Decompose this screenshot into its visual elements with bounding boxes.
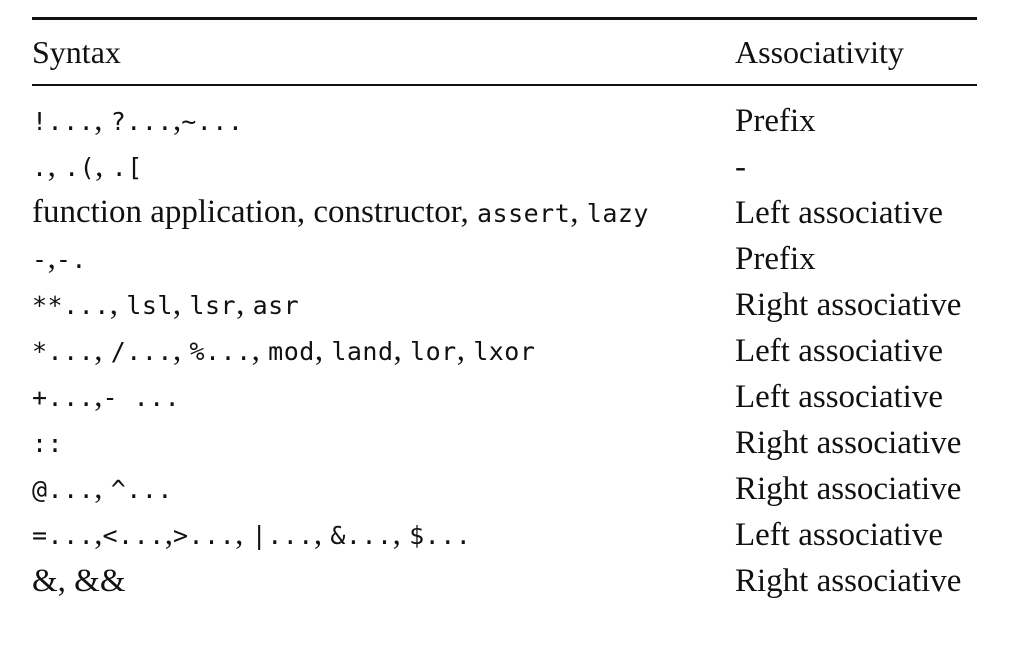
syntax-text: ,	[94, 470, 111, 506]
operator-token: lsr	[189, 291, 237, 320]
table-row: :: Right associative	[32, 420, 977, 466]
operator-token: /...	[110, 337, 173, 366]
associativity-cell: Right associative	[735, 563, 962, 599]
table-row: +...,- ... Left associative	[32, 374, 977, 420]
header-associativity: Associativity	[735, 34, 904, 70]
operator-token: =...	[32, 521, 95, 550]
syntax-text: ,	[94, 378, 103, 414]
syntax-cell: @..., ^...	[32, 465, 735, 513]
associativity-cell: Prefix	[735, 103, 816, 139]
operator-token: asr	[252, 291, 300, 320]
operator-token: .(	[64, 153, 96, 182]
operator-token: -.	[55, 245, 87, 274]
syntax-text: ,	[236, 286, 253, 322]
syntax-text: ,	[251, 332, 269, 368]
operator-token: ^...	[110, 475, 173, 504]
syntax-text: ,	[172, 286, 190, 322]
operator-token: lsl	[126, 291, 173, 320]
operator-token: assert	[476, 199, 571, 228]
syntax-text: ,	[235, 516, 252, 552]
syntax-cell: **..., lsl, lsr, asr	[32, 281, 735, 329]
syntax-text: ,	[164, 516, 173, 552]
syntax-cell: function application, constructor, asser…	[32, 189, 735, 237]
table-row: =...,<...,>..., |..., &..., $... Left ass…	[32, 512, 977, 558]
syntax-text: ,	[109, 286, 127, 322]
syntax-cell: -,-.	[32, 235, 735, 283]
syntax-text: ,	[94, 332, 111, 368]
syntax-text: &, &&	[32, 563, 126, 599]
syntax-text: ,	[392, 516, 410, 552]
header-syntax: Syntax	[32, 34, 121, 70]
operator-token: lazy	[586, 199, 649, 228]
table-header-rule	[32, 84, 977, 86]
syntax-text: ,	[172, 332, 190, 368]
associativity-cell: Right associative	[735, 471, 962, 507]
operator-token: !...	[32, 107, 95, 136]
syntax-cell: *..., /..., %..., mod, land, lor, lxor	[32, 327, 735, 375]
operator-token: ~...	[181, 107, 244, 136]
operator-token: <...	[102, 521, 165, 550]
table-row: -,-. Prefix	[32, 236, 977, 282]
associativity-cell: Right associative	[735, 287, 962, 323]
syntax-cell: ::	[32, 419, 735, 467]
table-row: function application, constructor, asser…	[32, 190, 977, 236]
associativity-cell: Prefix	[735, 241, 816, 277]
syntax-text: ,	[95, 148, 112, 184]
operator-token: .[	[111, 153, 143, 182]
operator-token: |...	[251, 521, 314, 550]
operator-token: $...	[409, 521, 472, 550]
associativity-cell: Left associative	[735, 195, 943, 231]
syntax-cell: &, &&	[32, 558, 735, 604]
syntax-text: ,	[172, 102, 182, 138]
operator-token: ::	[32, 429, 64, 458]
operator-token: lxor	[473, 337, 536, 366]
operator-token: %...	[189, 337, 252, 366]
syntax-cell: =...,<...,>..., |..., &..., $...	[32, 511, 735, 559]
table-header-row: Syntax Associativity	[32, 20, 977, 84]
table-row: *..., /..., %..., mod, land, lor, lxor Le…	[32, 328, 977, 374]
operator-token: **...	[32, 291, 110, 320]
associativity-cell: Right associative	[735, 425, 962, 461]
associativity-cell: Left associative	[735, 333, 943, 369]
precedence-table: Syntax Associativity !..., ?...,~... Pref…	[32, 17, 977, 604]
table-top-rule	[32, 17, 977, 20]
syntax-text: ,	[313, 516, 331, 552]
syntax-text: ,	[570, 194, 587, 230]
syntax-cell: ., .(, .[	[32, 143, 735, 191]
operator-token: -	[32, 245, 48, 274]
operator-token: ?...	[110, 107, 173, 136]
table-row: &, && Right associative	[32, 558, 977, 604]
syntax-text: ,	[47, 148, 65, 184]
table-body: !..., ?...,~... Prefix., .(, .[- function …	[32, 98, 977, 604]
operator-token: @...	[32, 475, 95, 504]
associativity-cell: Left associative	[735, 379, 943, 415]
syntax-text: function application, constructor,	[32, 194, 477, 230]
operator-token: >...	[172, 521, 236, 550]
operator-token: land	[331, 337, 394, 366]
operator-token: - ...	[102, 383, 181, 412]
operator-token: *...	[32, 337, 95, 366]
syntax-text: ,	[94, 102, 111, 138]
syntax-text: ,	[94, 516, 103, 552]
syntax-text: ,	[47, 240, 56, 276]
table-row: !..., ?...,~... Prefix	[32, 98, 977, 144]
syntax-cell: +...,- ...	[32, 373, 735, 421]
table-row: @..., ^... Right associative	[32, 466, 977, 512]
operator-token: &...	[330, 521, 393, 550]
table-row: **..., lsl, lsr, asr Right associative	[32, 282, 977, 328]
operator-token: lor	[410, 337, 457, 366]
operator-token: mod	[268, 337, 315, 366]
operator-token: +...	[32, 383, 95, 412]
syntax-text: ,	[456, 332, 474, 368]
table-row: ., .(, .[-	[32, 144, 977, 190]
associativity-cell: -	[735, 149, 746, 185]
syntax-cell: !..., ?...,~...	[32, 97, 735, 145]
operator-token: .	[32, 153, 48, 182]
associativity-cell: Left associative	[735, 517, 943, 553]
syntax-text: ,	[393, 332, 411, 368]
syntax-text: ,	[314, 332, 332, 368]
